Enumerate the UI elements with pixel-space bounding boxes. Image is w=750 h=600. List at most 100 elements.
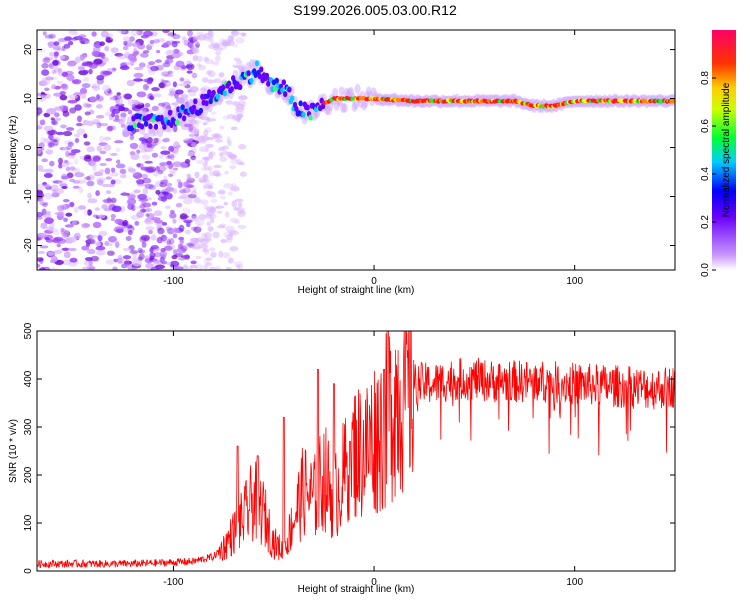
noise-blob xyxy=(97,179,104,186)
ridge-cell xyxy=(204,100,209,107)
noise-blob xyxy=(171,227,180,234)
noise-blob xyxy=(141,241,147,248)
noise-blob xyxy=(175,89,184,95)
noise-blob xyxy=(180,94,189,99)
noise-blob xyxy=(65,212,73,217)
noise-blob xyxy=(227,191,233,196)
ridge-halo xyxy=(120,111,127,122)
noise-blob xyxy=(86,264,95,270)
noise-blob xyxy=(124,259,130,267)
noise-blob xyxy=(239,32,248,36)
noise-blob xyxy=(115,148,121,152)
noise-blob xyxy=(53,236,64,242)
noise-blob xyxy=(166,261,172,266)
noise-blob xyxy=(49,267,59,270)
noise-blob xyxy=(110,197,117,204)
noise-blob xyxy=(42,203,48,207)
noise-blob xyxy=(230,159,240,165)
noise-blob xyxy=(116,30,127,34)
noise-blob xyxy=(66,203,71,208)
noise-blob xyxy=(110,214,117,219)
noise-blob xyxy=(59,55,66,60)
noise-blob xyxy=(97,234,103,242)
noise-blob xyxy=(91,50,100,57)
noise-blob xyxy=(45,76,54,81)
noise-blob xyxy=(122,36,131,42)
noise-blob xyxy=(122,93,131,100)
ridge-cell xyxy=(169,122,174,128)
noise-blob xyxy=(169,90,175,96)
noise-blob xyxy=(142,83,149,91)
noise-blob xyxy=(44,34,54,39)
noise-blob xyxy=(146,142,153,148)
noise-blob xyxy=(205,143,214,148)
noise-blob xyxy=(204,182,215,186)
noise-blob xyxy=(66,62,76,67)
noise-blob xyxy=(45,149,53,155)
noise-blob xyxy=(72,180,81,184)
spectrogram-frame xyxy=(36,29,676,271)
noise-blob xyxy=(136,179,145,185)
noise-blob xyxy=(166,58,174,64)
x-tick-label: 100 xyxy=(566,276,583,287)
ridge-cell xyxy=(287,86,292,93)
noise-blob xyxy=(146,79,153,85)
noise-blob xyxy=(153,210,163,217)
noise-blob xyxy=(52,137,61,143)
noise-blob xyxy=(171,41,178,48)
noise-blob xyxy=(198,140,207,144)
noise-blob xyxy=(66,145,72,151)
noise-blob xyxy=(87,209,92,216)
noise-blob xyxy=(110,218,115,221)
noise-blob xyxy=(93,58,103,65)
y-tick-label: 300 xyxy=(23,418,34,435)
noise-blob xyxy=(105,259,116,265)
noise-blob xyxy=(186,70,193,74)
noise-blob xyxy=(105,190,112,195)
noise-blob xyxy=(69,220,80,226)
noise-blob xyxy=(209,216,215,224)
noise-blob xyxy=(108,236,117,243)
noise-blob xyxy=(62,146,70,151)
y-tick-label: -10 xyxy=(23,189,34,204)
y-tick-label: 0 xyxy=(23,144,34,150)
noise-blob xyxy=(152,93,162,98)
noise-blob xyxy=(81,223,90,229)
noise-blob xyxy=(41,63,49,69)
noise-blob xyxy=(110,179,116,185)
noise-blob xyxy=(84,120,90,126)
noise-blob xyxy=(69,201,75,208)
noise-blob xyxy=(88,259,93,267)
noise-blob xyxy=(44,229,54,234)
noise-blob xyxy=(210,111,217,116)
noise-blob xyxy=(233,206,238,211)
noise-blob xyxy=(172,148,179,155)
noise-blob xyxy=(167,70,173,75)
noise-blob xyxy=(202,162,208,167)
noise-blob xyxy=(44,237,50,241)
noise-blob xyxy=(148,61,156,66)
noise-blob xyxy=(213,133,220,138)
noise-blob xyxy=(37,250,46,254)
noise-blob xyxy=(86,61,95,65)
noise-blob xyxy=(205,205,216,213)
ridge-cell xyxy=(208,98,213,105)
noise-blob xyxy=(74,172,85,178)
noise-blob xyxy=(238,161,245,166)
noise-blob xyxy=(114,218,123,225)
noise-blob xyxy=(152,259,161,264)
noise-blob xyxy=(39,201,49,206)
noise-blob xyxy=(63,199,70,203)
ridge-cell xyxy=(181,115,187,122)
noise-blob xyxy=(129,56,137,62)
noise-blob xyxy=(127,98,134,106)
ridge-cell xyxy=(305,104,310,111)
noise-blob xyxy=(227,139,232,147)
noise-blob xyxy=(141,208,147,213)
noise-blob xyxy=(39,119,46,126)
noise-blob xyxy=(156,49,161,54)
noise-blob xyxy=(139,236,147,243)
noise-blob xyxy=(134,66,144,71)
noise-blob xyxy=(138,253,145,260)
noise-blob xyxy=(129,250,139,254)
